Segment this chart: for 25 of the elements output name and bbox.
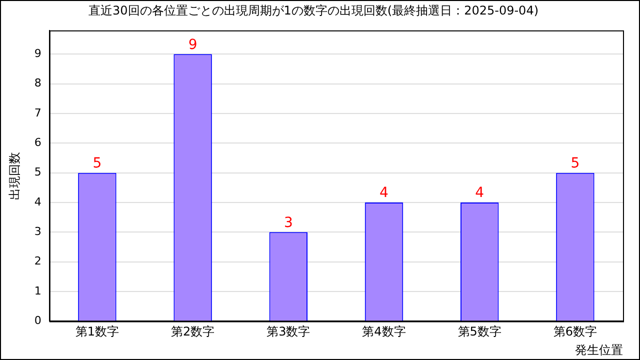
y-tick-label: 5 [34,166,42,179]
y-tick-label: 0 [34,314,42,328]
y-tick-label: 2 [34,254,42,268]
y-axis-title: 出現回数 [7,152,22,200]
chart-title: 直近30回の各位置ごとの出現周期が1の数字の出現回数(最終抽選日：2025-09-04) [88,3,539,18]
x-tick-label: 第4数字 [362,324,406,339]
y-tick-label: 7 [34,106,42,120]
data-label: 3 [284,214,293,231]
data-label: 5 [570,155,580,172]
data-label: 4 [475,185,484,202]
x-tick-label: 第2数字 [170,324,215,339]
x-tick-label: 第3数字 [266,324,310,339]
y-tick-label: 6 [34,136,42,150]
x-tick-label: 第1数字 [75,324,120,339]
x-tick-label: 第5数字 [458,324,502,339]
x-tick-label: 第6数字 [553,324,598,339]
y-tick-label: 8 [34,76,42,90]
data-label: 5 [92,155,102,172]
data-label: 4 [380,185,389,202]
y-tick-label: 9 [34,47,42,60]
y-tick-label: 1 [34,284,42,298]
y-tick-label: 4 [34,195,42,208]
y-tick-label: 3 [34,225,42,238]
x-axis-title: 発生位置 [575,342,623,357]
data-label: 9 [188,36,198,53]
